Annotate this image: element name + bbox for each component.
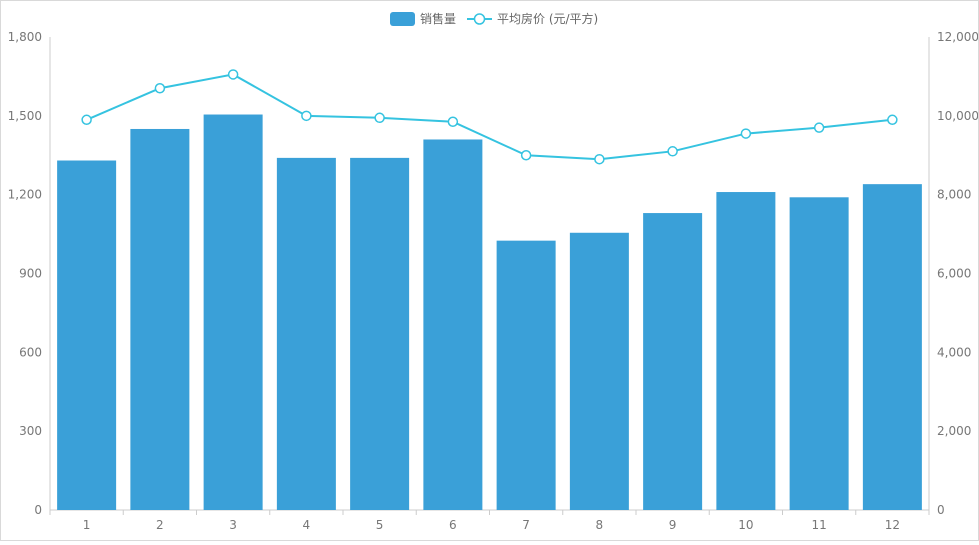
bar[interactable]: [203, 114, 263, 511]
x-axis-tick-label: 10: [738, 518, 753, 532]
line-path: [86, 73, 893, 161]
x-axis-tick-label: 9: [669, 518, 677, 532]
line-series: [81, 69, 898, 165]
x-axis-tick-label: 2: [156, 518, 164, 532]
x-axis-tick-label: 8: [596, 518, 604, 532]
line-point[interactable]: [227, 69, 239, 80]
line-point[interactable]: [447, 116, 459, 127]
line-point[interactable]: [887, 114, 898, 126]
line-point[interactable]: [374, 112, 385, 124]
bar[interactable]: [862, 184, 922, 510]
x-axis-tick-label: 12: [885, 518, 900, 532]
legend-bar-label[interactable]: 销售量: [420, 11, 456, 26]
left-axis-tick-label: 1,500: [8, 109, 42, 123]
axes: 0 300 600 900 1,200 1,500 1,800 0 2,000 4,000 6,00…: [8, 30, 979, 532]
left-axis-tick-label: 0: [34, 503, 42, 517]
bar[interactable]: [569, 232, 629, 510]
x-axis-tick-label: 1: [83, 518, 91, 532]
x-axis-tick-label: 5: [376, 518, 384, 532]
right-axis-tick-label: 4,000: [937, 345, 971, 359]
left-axis-tick-label: 1,200: [8, 188, 42, 202]
bar[interactable]: [496, 240, 556, 510]
line-point[interactable]: [740, 128, 752, 139]
bar[interactable]: [57, 160, 117, 510]
right-axis-tick-label: 8,000: [937, 188, 971, 202]
line-point[interactable]: [81, 114, 92, 126]
x-axis-tick-label: 7: [522, 518, 530, 532]
x-axis-tick-label: 11: [811, 518, 826, 532]
right-axis-tick-label: 10,000: [937, 109, 978, 123]
bar[interactable]: [130, 128, 190, 510]
legend-bar-swatch[interactable]: [390, 12, 415, 26]
right-axis-tick-label: 2,000: [937, 424, 971, 438]
right-axis-tick-label: 6,000: [937, 267, 971, 281]
line-point[interactable]: [301, 110, 312, 122]
left-axis-tick-label: 1,800: [8, 30, 42, 44]
legend-line-label[interactable]: 平均房价 (元/平方): [497, 11, 598, 26]
x-axis-tick-label: 6: [449, 518, 457, 532]
left-axis-tick-label: 300: [19, 424, 42, 438]
left-axis-tick-label: 600: [19, 345, 42, 359]
bar[interactable]: [789, 197, 849, 511]
x-axis-tick-label: 4: [303, 518, 311, 532]
bar[interactable]: [423, 139, 483, 510]
line-point[interactable]: [667, 146, 678, 157]
legend-line-marker[interactable]: [473, 13, 486, 25]
line-point[interactable]: [154, 82, 166, 94]
line-point[interactable]: [594, 153, 605, 165]
line-point[interactable]: [813, 122, 825, 133]
right-axis-tick-label: 0: [937, 503, 945, 517]
bar[interactable]: [350, 157, 410, 510]
legend[interactable]: 销售量 平均房价 (元/平方): [390, 11, 598, 26]
line-point[interactable]: [520, 150, 532, 161]
bar[interactable]: [643, 213, 703, 511]
right-axis-tick-label: 12,000: [937, 30, 978, 44]
bar-series: [57, 114, 922, 511]
x-axis-tick-label: 3: [229, 518, 237, 532]
bar[interactable]: [716, 192, 776, 511]
bar[interactable]: [276, 157, 336, 510]
left-axis-tick-label: 900: [19, 267, 42, 281]
